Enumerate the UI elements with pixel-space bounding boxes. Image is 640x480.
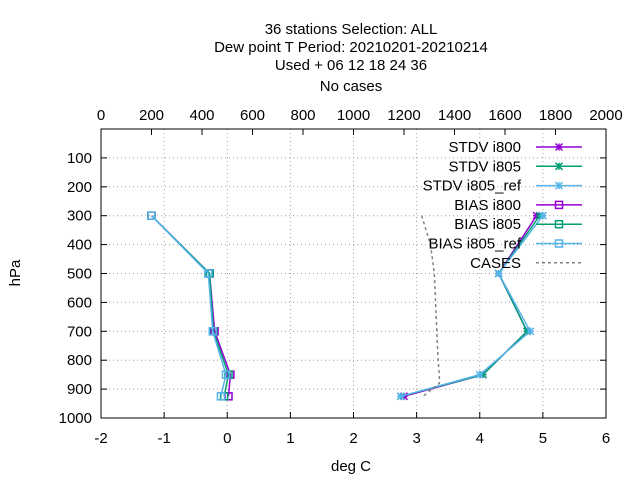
series-line (150, 215, 230, 397)
data-point (221, 370, 231, 379)
x2-tick-label: 2000 (589, 107, 622, 124)
legend-label: BIAS i805 (454, 216, 521, 233)
x2-tick-label: 800 (290, 107, 315, 124)
x-tick-label: 3 (412, 430, 420, 447)
series-line (150, 215, 227, 397)
legend-marker (554, 200, 564, 210)
series-bias-i800 (147, 211, 235, 401)
x-tick-label: 6 (602, 430, 610, 447)
y-tick-label: 600 (67, 294, 92, 311)
x2-tick-label: 400 (189, 107, 214, 124)
data-point (216, 392, 226, 401)
x2-tick-label: 600 (240, 107, 265, 124)
data-point (494, 269, 503, 278)
y-tick-label: 700 (67, 323, 92, 340)
x-tick-label: 0 (223, 430, 231, 447)
legend-label: STDV i805 (448, 158, 521, 175)
x2-tick-label: 1200 (387, 107, 420, 124)
x2-tick-label: 200 (139, 107, 164, 124)
x-tick-label: 4 (476, 430, 484, 447)
legend-marker (554, 219, 564, 229)
y-tick-label: 100 (67, 150, 92, 167)
axis-ticks: -2 -1 0 1 2 3 4 5 6 0 200 400 600 800 1000 1200 1400 1600… (59, 107, 623, 447)
y-tick-label: 500 (67, 266, 92, 283)
data-point (147, 211, 156, 220)
legend: STDV i800 STDV i805 STDV i805_ref BIAS i800… (423, 139, 582, 272)
legend-label: CASES (470, 255, 521, 272)
data-point (208, 327, 217, 336)
data-point (538, 211, 547, 220)
x2-tick-label: 1600 (488, 107, 521, 124)
title-line-1: 36 stations Selection: ALL (265, 21, 438, 38)
series-bias-i805-ref (147, 211, 231, 401)
series-bias-i805 (147, 211, 233, 401)
data-point (475, 370, 484, 379)
x2-tick-label: 0 (97, 107, 105, 124)
title-line-2: Dew point T Period: 20210201-20210214 (214, 39, 488, 56)
title-line-4: No cases (320, 78, 383, 95)
title: 36 stations Selection: ALL Dew point T P… (214, 21, 488, 95)
legend-marker (554, 239, 564, 248)
series-line (150, 215, 232, 397)
legend-label: STDV i805_ref (423, 178, 522, 195)
x-tick-label: -2 (94, 430, 107, 447)
legend-marker (554, 181, 564, 190)
y-tick-label: 900 (67, 381, 92, 398)
series-layer (147, 211, 547, 401)
series-stdv-i805-ref (396, 211, 547, 401)
grid (101, 129, 606, 418)
x-tick-label: -1 (157, 430, 170, 447)
data-point (526, 327, 535, 336)
x2-tick-label: 1000 (337, 107, 370, 124)
x-tick-label: 5 (539, 430, 547, 447)
y-tick-label: 200 (67, 179, 92, 196)
x2-tick-label: 1800 (539, 107, 572, 124)
legend-marker (554, 142, 564, 152)
x-tick-label: 2 (349, 430, 357, 447)
x-tick-label: 1 (286, 430, 294, 447)
legend-label: BIAS i805_ref (428, 236, 521, 253)
legend-label: STDV i800 (448, 139, 521, 156)
legend-label: BIAS i800 (454, 197, 521, 214)
data-point (204, 269, 213, 278)
y-tick-label: 1000 (59, 410, 92, 427)
x-axis-label: deg C (331, 458, 371, 475)
y-tick-label: 300 (67, 208, 92, 225)
x2-tick-label: 1400 (438, 107, 471, 124)
y-tick-label: 800 (67, 352, 92, 369)
y-tick-label: 400 (67, 237, 92, 254)
legend-marker (554, 162, 564, 171)
y-axis-label: hPa (7, 259, 24, 286)
data-point (396, 392, 405, 401)
title-line-3: Used + 06 12 18 24 36 (275, 57, 427, 74)
